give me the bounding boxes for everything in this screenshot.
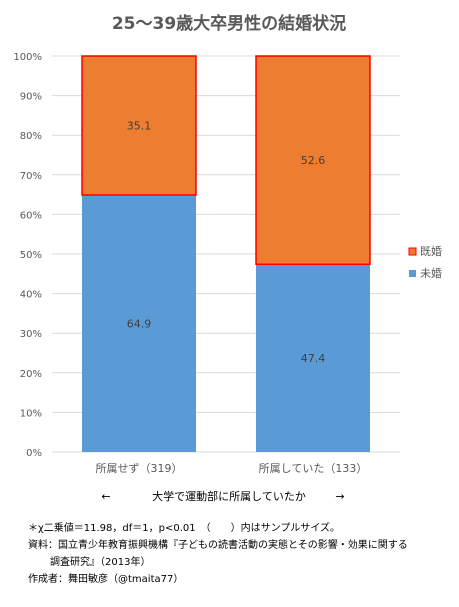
y-axis-ticks: 0% 10% 20% 30% 40% 50% 60% 70% 80% 90% 100% xyxy=(13,52,42,459)
chart: 25～39歳大卒男性の結婚状況 0% 10% 20% 30% 40% 50% 60% 70% 8… xyxy=(13,13,442,503)
bar-segment xyxy=(82,194,196,452)
bars xyxy=(81,55,371,452)
x-axis-label: 大学で運動部に所属していたか xyxy=(152,489,306,503)
footnotes: ＊χ二乗値＝11.98，df＝1，p<0.01 （ ）内はサンプルサイズ。 資料… xyxy=(28,520,456,588)
right-arrow: → xyxy=(335,490,344,503)
y-tick-label: 90% xyxy=(20,92,42,103)
category-label: 所属していた（133） xyxy=(259,462,368,475)
y-tick-label: 30% xyxy=(20,329,42,340)
left-arrow: ← xyxy=(101,490,110,503)
y-tick-label: 60% xyxy=(20,210,42,221)
bar-segment xyxy=(255,55,371,266)
legend-label: 未婚 xyxy=(420,266,442,280)
legend-swatch xyxy=(408,247,417,256)
y-tick-label: 10% xyxy=(20,408,42,419)
author-note: 作成者：舞田敏彦（@tmaita77） xyxy=(28,574,184,585)
data-label: 35.1 xyxy=(127,119,152,132)
legend-swatch xyxy=(409,270,416,277)
chart-title: 25～39歳大卒男性の結婚状況 xyxy=(112,13,346,34)
y-tick-label: 50% xyxy=(20,250,42,261)
y-tick-label: 0% xyxy=(26,448,42,459)
source-note: 資料：国立青少年教育振興機構『子どもの読書活動の実態とその影響・効果に関する xyxy=(28,540,408,551)
x-axis-title: ← 大学で運動部に所属していたか → xyxy=(101,489,344,503)
data-label: 64.9 xyxy=(127,317,152,330)
y-tick-label: 40% xyxy=(20,290,42,301)
y-tick-label: 20% xyxy=(20,369,42,380)
bar-segment xyxy=(256,264,370,452)
data-labels: 64.9 35.1 47.4 52.6 xyxy=(127,119,326,365)
y-tick-label: 80% xyxy=(20,131,42,142)
source-note-cont: 調査研究』（2013年） xyxy=(50,557,151,568)
bar-segment xyxy=(81,55,197,196)
y-tick-label: 100% xyxy=(13,52,42,63)
data-label: 47.4 xyxy=(301,352,326,365)
category-label: 所属せず（319） xyxy=(96,462,183,475)
data-label: 52.6 xyxy=(301,154,326,167)
legend-label: 既婚 xyxy=(420,244,442,258)
y-tick-label: 70% xyxy=(20,171,42,182)
x-axis-categories: 所属せず（319） 所属していた（133） xyxy=(96,462,368,475)
stats-note: ＊χ二乗値＝11.98，df＝1，p<0.01 （ ）内はサンプルサイズ。 xyxy=(28,523,341,534)
